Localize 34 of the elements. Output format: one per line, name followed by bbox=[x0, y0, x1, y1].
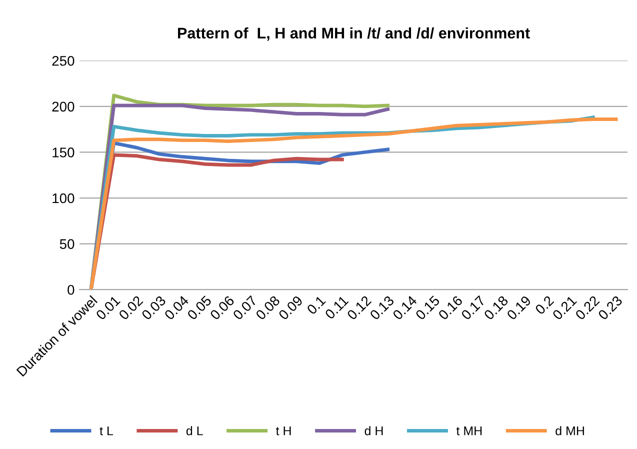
chart-title: Pattern of L, H and MH in /t/ and /d/ environment bbox=[178, 27, 530, 41]
x-tick-label: 0.03 bbox=[141, 295, 166, 320]
x-tick-label: 0.05 bbox=[186, 295, 212, 320]
legend-label: t H bbox=[276, 426, 291, 436]
x-tick-label: 0.04 bbox=[164, 295, 190, 320]
x-tick-label: 0.16 bbox=[438, 295, 464, 320]
x-tick-label: 0.01 bbox=[95, 295, 121, 320]
legend-label: d H bbox=[364, 426, 383, 436]
legend-label: d MH bbox=[556, 426, 584, 436]
legend-label: t L bbox=[100, 426, 114, 436]
legend-label: d L bbox=[186, 426, 203, 436]
x-tick-label: 0.11 bbox=[324, 295, 349, 320]
x-tick-label: 0.19 bbox=[506, 295, 532, 320]
y-tick-label: 0 bbox=[68, 284, 74, 295]
y-tick-label: 150 bbox=[52, 148, 74, 158]
y-tick-label: 250 bbox=[52, 56, 74, 66]
x-tick-label: 0.23 bbox=[598, 295, 623, 320]
x-tick-label: 0.22 bbox=[574, 295, 600, 320]
x-tick-label: 0.02 bbox=[118, 295, 144, 320]
x-tick-label: 0.1 bbox=[306, 295, 326, 315]
x-tick-label: 0.13 bbox=[369, 295, 395, 320]
x-tick-label: 0.12 bbox=[346, 295, 372, 320]
x-tick-label: 0.2 bbox=[534, 295, 554, 315]
y-tick-label: 200 bbox=[52, 102, 74, 112]
x-tick-label: 0.06 bbox=[210, 295, 235, 320]
x-tick-label: 0.07 bbox=[232, 295, 258, 320]
x-tick-label: 0.17 bbox=[460, 295, 486, 320]
legend-label: t MH bbox=[456, 426, 482, 436]
y-tick-label: 100 bbox=[52, 193, 74, 204]
x-tick-label: 0.08 bbox=[255, 295, 280, 320]
x-tick-label: 0.18 bbox=[483, 295, 509, 320]
x-tick-label: 0.21 bbox=[552, 295, 578, 320]
x-tick-label: 0.09 bbox=[278, 295, 304, 320]
y-tick-label: 50 bbox=[60, 239, 74, 249]
